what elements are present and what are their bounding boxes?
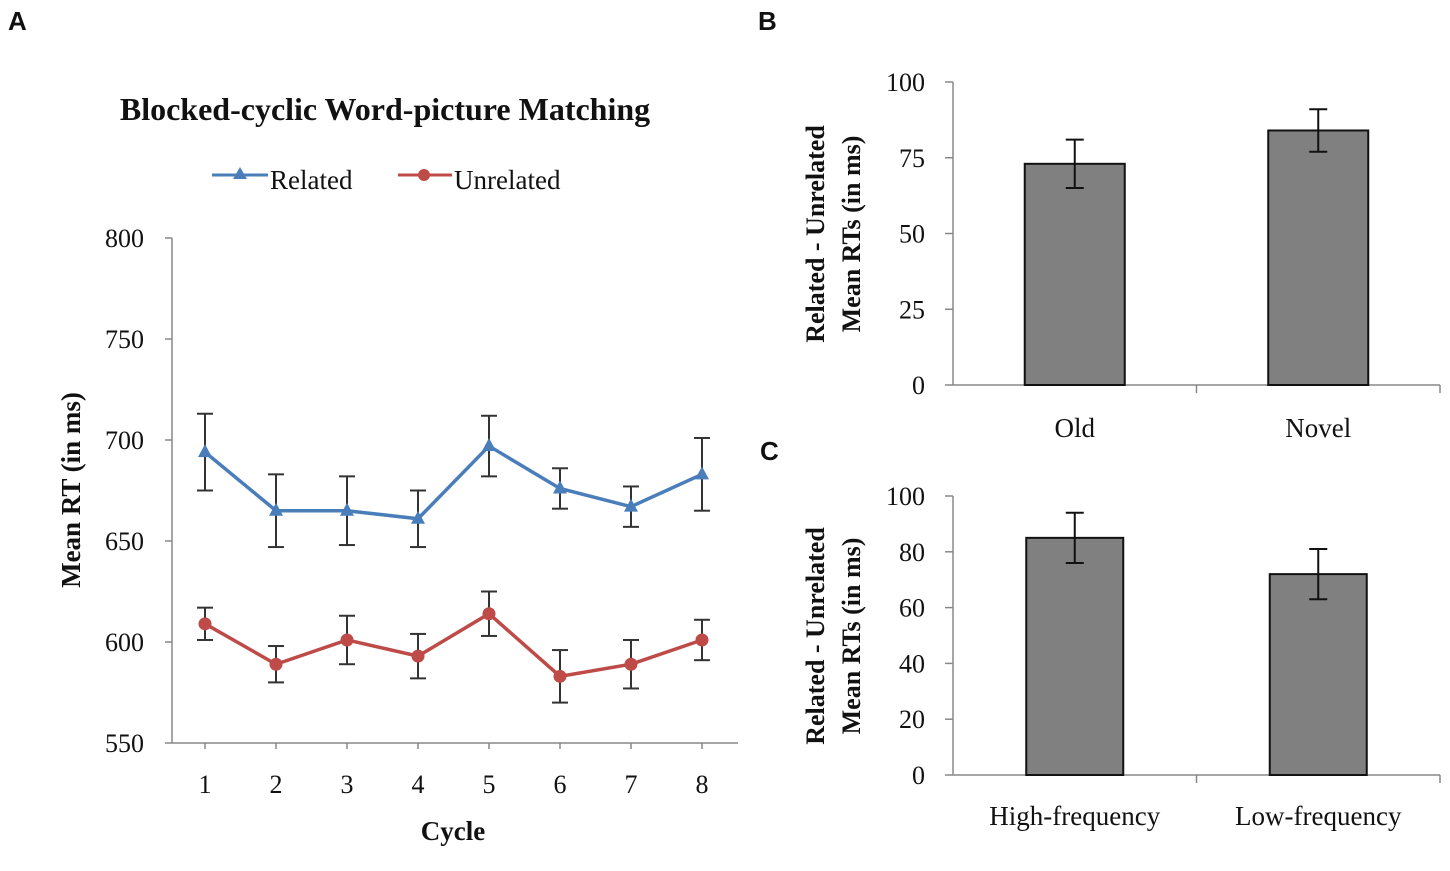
chart-b-y-axis-label-line2: Mean RTs (in ms) [837,136,866,333]
chart-b-y-tick-label: 75 [899,144,925,173]
legend-related-label: Related [270,165,353,195]
chart-a-plot: 550 600 650 700 750 800 1 2 3 4 5 6 7 8 [105,224,738,799]
chart-c-y-tick-label: 40 [899,649,925,678]
chart-a-y-tick-label: 800 [105,224,144,253]
data-point-related [553,480,567,494]
chart-c-y-tick-label: 0 [912,761,925,790]
panel-label-a: A [8,6,27,36]
panel-label-c: C [760,436,779,466]
chart-b-plot: 0 25 50 75 100 Old Novel [886,68,1441,443]
chart-b-y-tick-label: 50 [899,220,925,249]
legend-related-marker [233,167,247,179]
chart-b-y-axis-label-line1: Related - Unrelated [801,125,830,343]
chart-c-x-tick-label: Low-frequency [1235,801,1402,831]
data-point-unrelated [624,657,638,671]
series-line-related [203,443,703,521]
chart-b-y-tick-label: 0 [912,371,925,400]
series-line-unrelated [204,611,703,679]
chart-b-x-tick-label: Novel [1285,413,1351,443]
bar-low-frequency [1268,573,1368,776]
chart-c-y-axis-label-line1: Related - Unrelated [801,527,830,745]
data-point-unrelated [553,669,567,683]
data-point-related [411,510,425,524]
data-point-related [340,502,354,516]
data-point-unrelated [340,633,354,647]
panel-label-b: B [758,6,777,36]
legend-unrelated-label: Unrelated [454,165,561,195]
chart-b-x-tick-label: Old [1055,413,1096,443]
bar-high-frequency [1025,536,1125,776]
data-point-related [695,466,709,480]
bar-old [1023,162,1126,386]
chart-c-y-tick-label: 100 [886,482,925,511]
chart-c-plot: 0 20 40 60 80 100 High-frequency Low-frequency [886,482,1441,831]
chart-a-y-tick-label: 550 [105,729,144,758]
data-point-unrelated [198,617,212,631]
data-point-related [624,498,638,512]
chart-c-y-tick-label: 60 [899,594,925,623]
chart-a-y-axis-label: Mean RT (in ms) [56,392,86,588]
chart-a-y-tick-label: 700 [105,426,144,455]
chart-c-y-tick-label: 20 [899,705,925,734]
chart-b-y-tick-label: 25 [899,295,925,324]
legend-unrelated-marker [418,169,430,181]
data-point-related [269,502,283,516]
data-point-unrelated [482,607,496,621]
chart-a-y-tick-label: 600 [105,628,144,657]
chart-a-y-tick-label: 650 [105,527,144,556]
data-point-unrelated [269,657,283,671]
chart-a-x-tick-label: 3 [341,770,354,799]
chart-a-x-tick-label: 7 [625,770,638,799]
chart-a-y-tick-label: 750 [105,325,144,354]
chart-b-y-tick-label: 100 [886,68,925,97]
chart-c-y-axis-label-line2: Mean RTs (in ms) [837,538,866,735]
chart-c-x-tick-label: High-frequency [989,801,1160,831]
chart-a-x-axis-label: Cycle [421,816,485,846]
data-point-related [198,444,212,458]
chart-a-x-tick-label: 2 [270,770,283,799]
chart-a-x-tick-label: 4 [412,770,425,799]
chart-a-x-tick-label: 1 [199,770,212,799]
chart-a-title: Blocked-cyclic Word-picture Matching [120,91,650,127]
data-point-related [482,438,496,452]
chart-a-x-tick-label: 8 [696,770,709,799]
chart-a-x-tick-label: 5 [483,770,496,799]
chart-c-y-tick-label: 80 [899,538,925,567]
data-point-unrelated [411,649,425,663]
data-point-unrelated [695,633,709,647]
chart-a-x-tick-label: 6 [554,770,567,799]
bar-novel [1267,129,1370,386]
chart-a-legend: Related Unrelated [212,165,561,195]
